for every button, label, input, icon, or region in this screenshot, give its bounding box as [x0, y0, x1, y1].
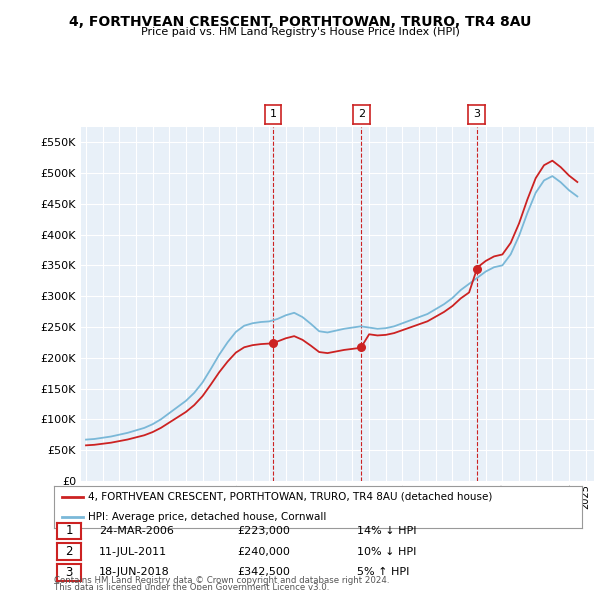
Text: 24-MAR-2006: 24-MAR-2006	[99, 526, 174, 536]
Text: 3: 3	[65, 566, 73, 579]
Text: £223,000: £223,000	[237, 526, 290, 536]
Text: 10% ↓ HPI: 10% ↓ HPI	[357, 547, 416, 556]
Text: 1: 1	[269, 110, 277, 119]
Text: 2: 2	[65, 545, 73, 558]
Text: 4, FORTHVEAN CRESCENT, PORTHTOWAN, TRURO, TR4 8AU: 4, FORTHVEAN CRESCENT, PORTHTOWAN, TRURO…	[69, 15, 531, 29]
Text: Price paid vs. HM Land Registry's House Price Index (HPI): Price paid vs. HM Land Registry's House …	[140, 27, 460, 37]
Text: 1: 1	[65, 525, 73, 537]
Text: HPI: Average price, detached house, Cornwall: HPI: Average price, detached house, Corn…	[88, 512, 326, 522]
Text: Contains HM Land Registry data © Crown copyright and database right 2024.: Contains HM Land Registry data © Crown c…	[54, 576, 389, 585]
Text: 11-JUL-2011: 11-JUL-2011	[99, 547, 167, 556]
Text: £342,500: £342,500	[237, 568, 290, 577]
Point	[268, 338, 278, 348]
Point	[356, 342, 366, 352]
Text: 3: 3	[473, 110, 480, 119]
Text: 14% ↓ HPI: 14% ↓ HPI	[357, 526, 416, 536]
Point	[472, 265, 482, 274]
Text: 18-JUN-2018: 18-JUN-2018	[99, 568, 170, 577]
Text: 4, FORTHVEAN CRESCENT, PORTHTOWAN, TRURO, TR4 8AU (detached house): 4, FORTHVEAN CRESCENT, PORTHTOWAN, TRURO…	[88, 491, 493, 502]
Text: This data is licensed under the Open Government Licence v3.0.: This data is licensed under the Open Gov…	[54, 582, 329, 590]
Text: 5% ↑ HPI: 5% ↑ HPI	[357, 568, 409, 577]
Text: 2: 2	[358, 110, 365, 119]
Text: £240,000: £240,000	[237, 547, 290, 556]
